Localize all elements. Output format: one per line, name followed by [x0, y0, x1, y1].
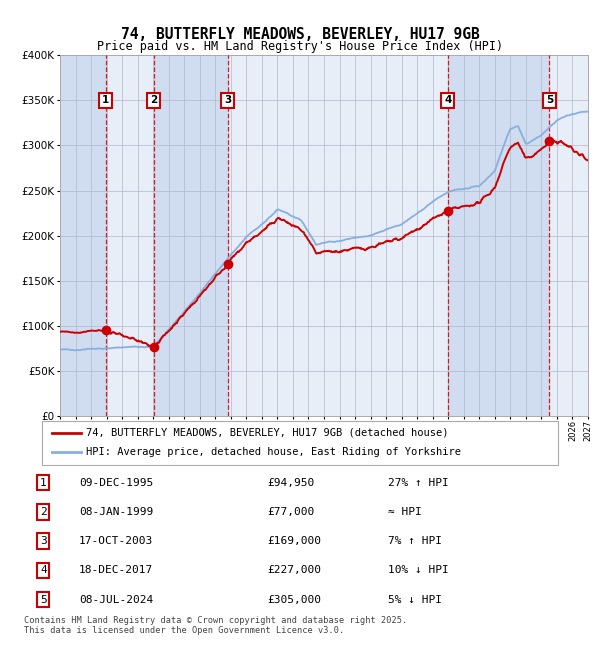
- Text: 5: 5: [546, 96, 553, 105]
- Text: 08-JUL-2024: 08-JUL-2024: [79, 595, 154, 604]
- Text: HPI: Average price, detached house, East Riding of Yorkshire: HPI: Average price, detached house, East…: [86, 447, 461, 458]
- Text: 74, BUTTERFLY MEADOWS, BEVERLEY, HU17 9GB: 74, BUTTERFLY MEADOWS, BEVERLEY, HU17 9G…: [121, 27, 479, 42]
- FancyBboxPatch shape: [42, 421, 558, 465]
- Text: 4: 4: [40, 566, 47, 575]
- Text: 4: 4: [444, 96, 451, 105]
- Text: £305,000: £305,000: [267, 595, 321, 604]
- Text: ≈ HPI: ≈ HPI: [388, 507, 422, 517]
- Text: 5% ↓ HPI: 5% ↓ HPI: [388, 595, 442, 604]
- Text: 18-DEC-2017: 18-DEC-2017: [79, 566, 154, 575]
- Text: 09-DEC-1995: 09-DEC-1995: [79, 478, 154, 488]
- Text: 17-OCT-2003: 17-OCT-2003: [79, 536, 154, 546]
- Text: 27% ↑ HPI: 27% ↑ HPI: [388, 478, 449, 488]
- Text: 3: 3: [40, 536, 47, 546]
- Bar: [154, 55, 228, 416]
- Text: 5: 5: [40, 595, 47, 604]
- Text: £94,950: £94,950: [267, 478, 314, 488]
- Bar: [448, 55, 550, 416]
- Text: 08-JAN-1999: 08-JAN-1999: [79, 507, 154, 517]
- Text: £169,000: £169,000: [267, 536, 321, 546]
- Text: 2: 2: [150, 96, 157, 105]
- Text: 74, BUTTERFLY MEADOWS, BEVERLEY, HU17 9GB (detached house): 74, BUTTERFLY MEADOWS, BEVERLEY, HU17 9G…: [86, 428, 448, 438]
- Text: 1: 1: [40, 478, 47, 488]
- Text: £77,000: £77,000: [267, 507, 314, 517]
- Text: Price paid vs. HM Land Registry's House Price Index (HPI): Price paid vs. HM Land Registry's House …: [97, 40, 503, 53]
- Text: 7% ↑ HPI: 7% ↑ HPI: [388, 536, 442, 546]
- Text: 10% ↓ HPI: 10% ↓ HPI: [388, 566, 449, 575]
- Text: 3: 3: [224, 96, 232, 105]
- Text: 2: 2: [40, 507, 47, 517]
- Text: Contains HM Land Registry data © Crown copyright and database right 2025.
This d: Contains HM Land Registry data © Crown c…: [24, 616, 407, 635]
- Text: £227,000: £227,000: [267, 566, 321, 575]
- Text: 1: 1: [102, 96, 109, 105]
- Bar: [60, 55, 106, 416]
